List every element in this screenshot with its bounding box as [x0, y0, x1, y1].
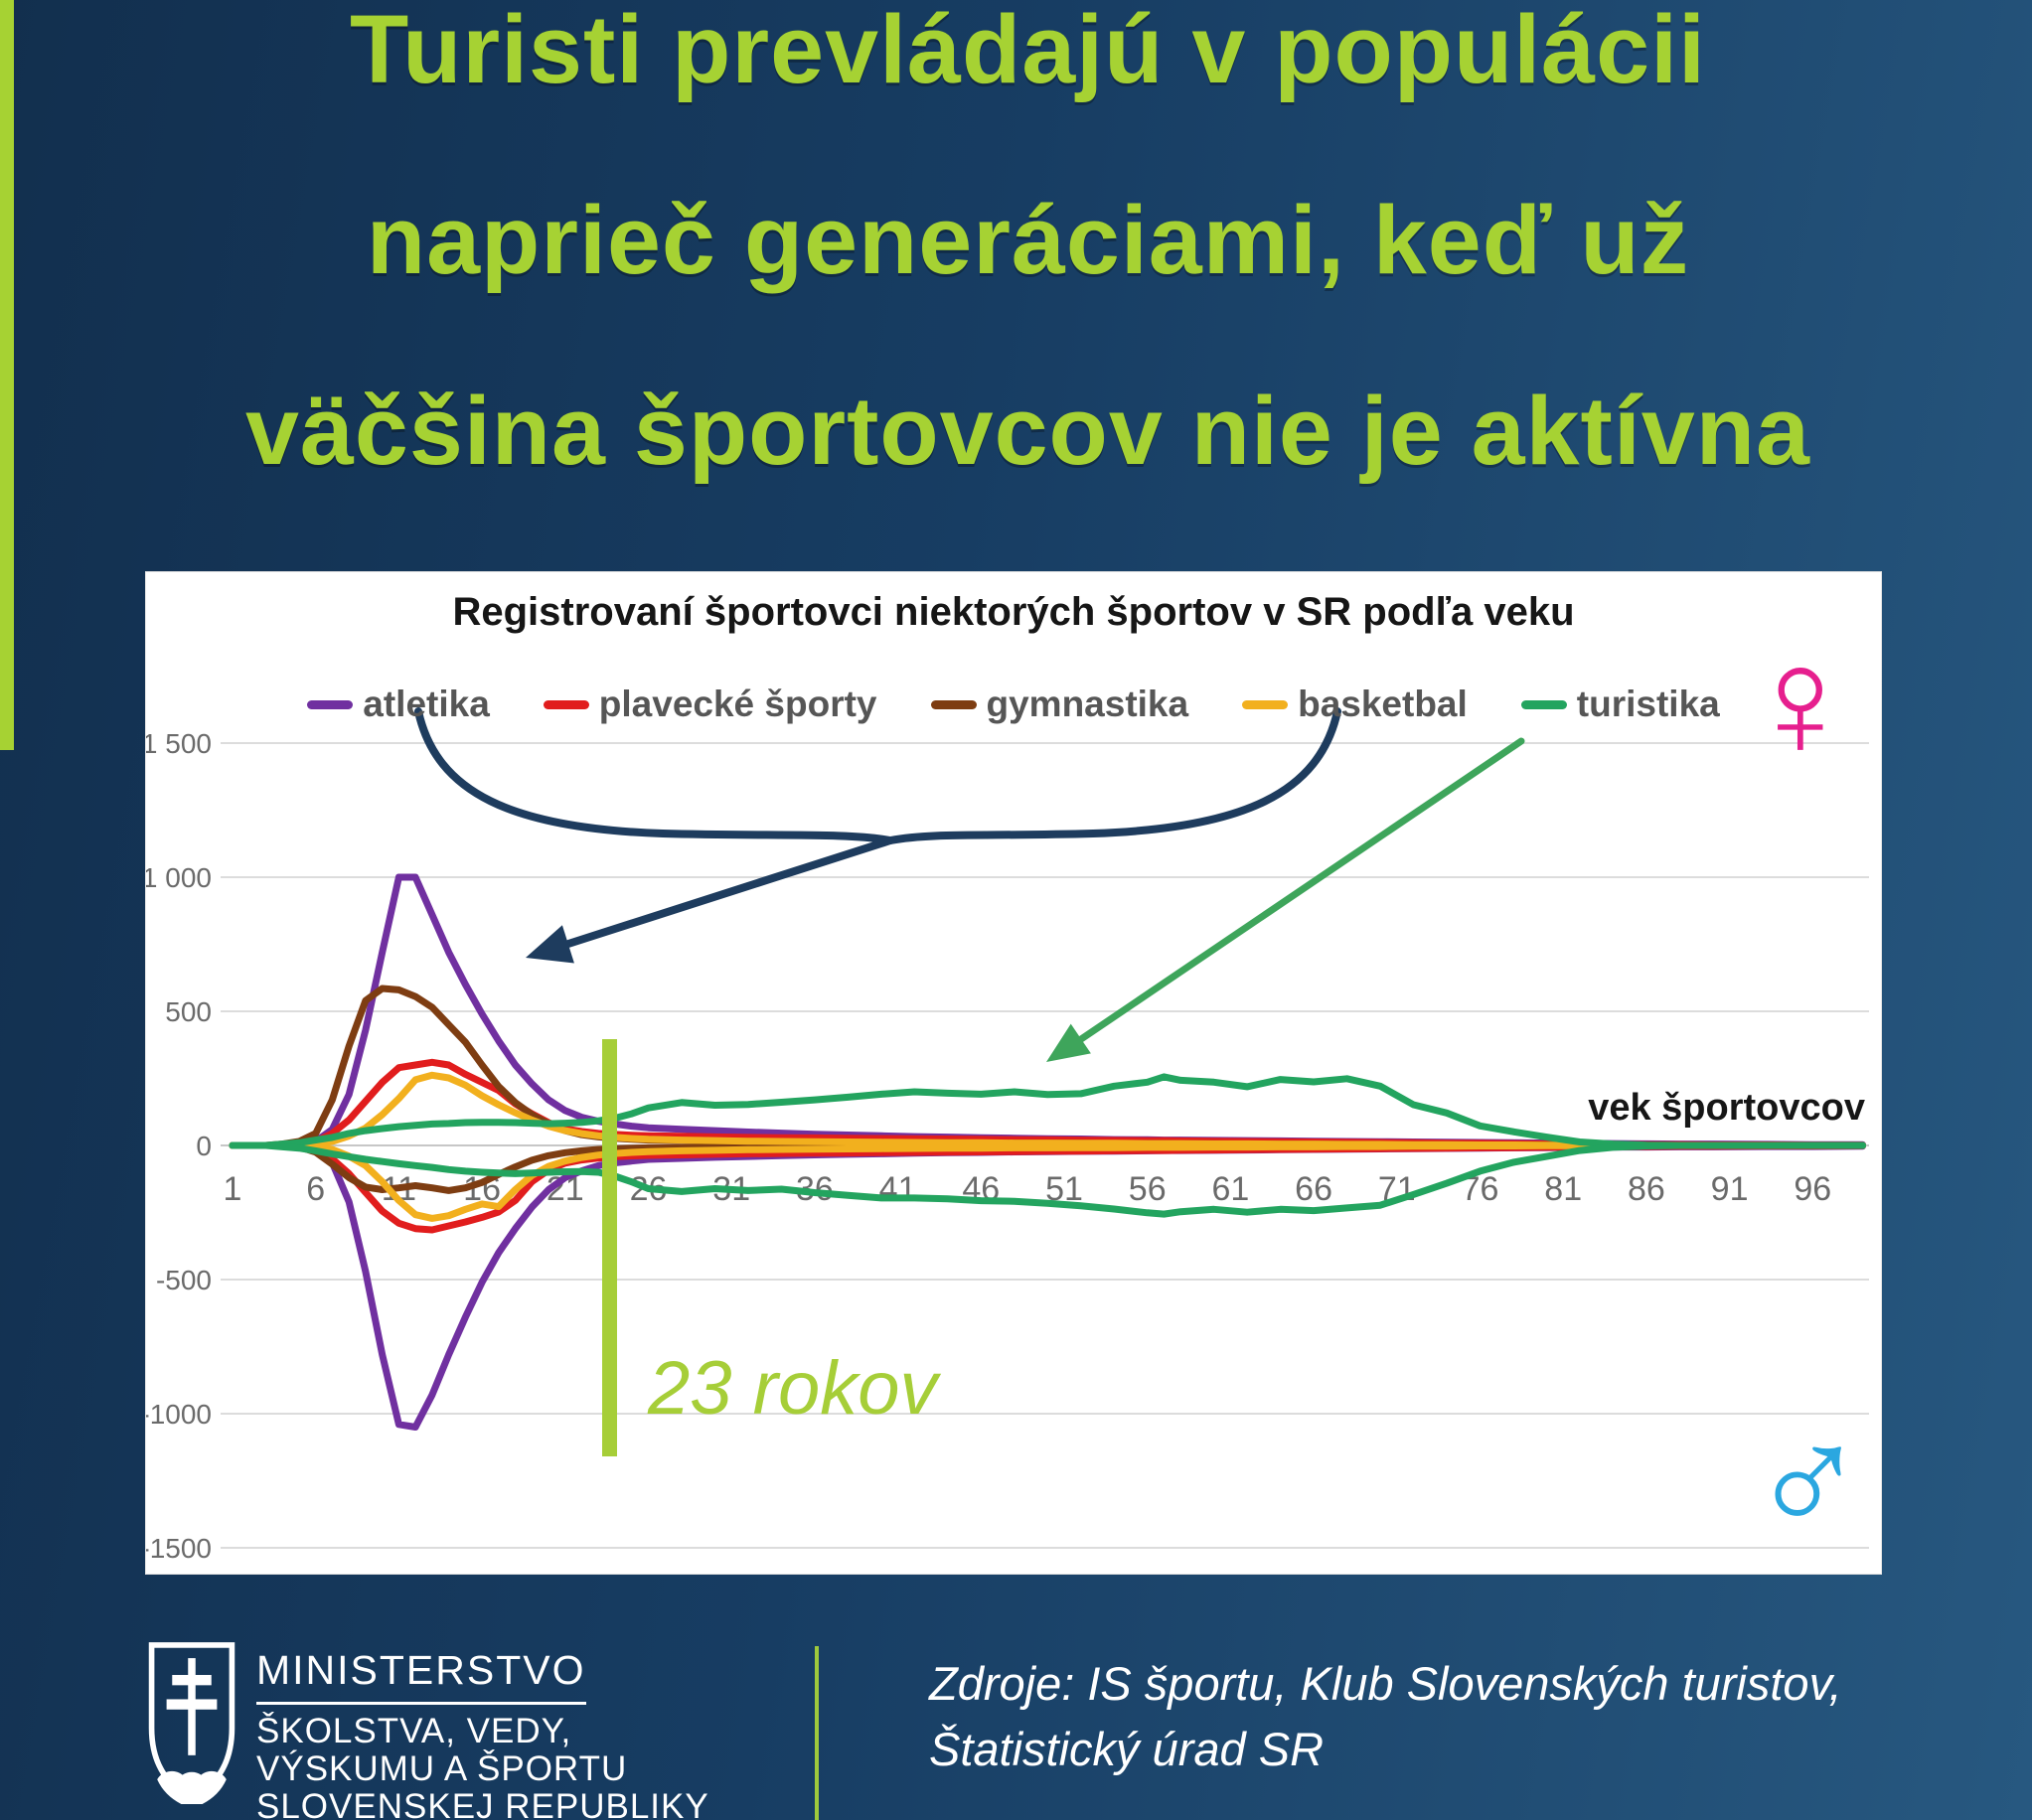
- y-tick-label: 0: [196, 1131, 212, 1161]
- left-accent-stripe: [0, 0, 14, 750]
- ministry-text: MINISTERSTVO ŠKOLSTVA, VEDY, VÝSKUMU A Š…: [256, 1647, 709, 1820]
- turistika-arrow: [1077, 737, 1525, 1043]
- x-tick-label-91: 91: [1711, 1170, 1749, 1208]
- legend-swatch-icon: [543, 699, 589, 709]
- y-tick-label: 500: [165, 996, 212, 1027]
- series-turistika-male: [229, 1141, 1866, 1218]
- chart-title: Registrovaní športovci niektorých športo…: [452, 590, 1575, 634]
- legend-label: gymnastika: [986, 683, 1189, 724]
- footer-divider: [815, 1646, 819, 1820]
- legend-item-basketbal: basketbal: [1242, 683, 1468, 725]
- y-tick-label: 1 500: [146, 728, 212, 759]
- youth-sports-brace-arrow: [414, 707, 1341, 948]
- legend-label: turistika: [1576, 683, 1720, 724]
- y-tick-label: -500: [156, 1265, 212, 1295]
- series-basketbal-male: [229, 1141, 1866, 1222]
- age-marker-line: [602, 1039, 617, 1456]
- x-tick-label-86: 86: [1628, 1170, 1665, 1208]
- ministry-line-1: ŠKOLSTVA, VEDY,: [256, 1712, 572, 1750]
- male-icon: ♂: [1749, 1388, 1868, 1563]
- sources-line-1: Zdroje: IS športu, Klub Slovenských turi…: [929, 1657, 1842, 1710]
- youth-sports-arrowhead: [526, 925, 574, 964]
- legend-swatch-icon: [307, 699, 354, 709]
- x-tick-label-6: 6: [306, 1170, 325, 1208]
- chart-legend: atletika plavecké športy gymnastika basketb…: [146, 683, 1881, 725]
- title-line-3: väčšina športovcov nie je aktívna: [245, 377, 1810, 485]
- sources-text: Zdroje: IS športu, Klub Slovenských turi…: [929, 1651, 1842, 1782]
- legend-item-turistika: turistika: [1520, 683, 1720, 725]
- legend-swatch-icon: [930, 699, 977, 709]
- y-tick-label: -1000: [146, 1399, 212, 1430]
- legend-item-plavecké-športy: plavecké športy: [543, 683, 877, 725]
- legend-swatch-icon: [1520, 699, 1567, 709]
- page-title: Turisti prevládajú v populácii naprieč g…: [24, 0, 2032, 527]
- legend-swatch-icon: [1242, 699, 1289, 709]
- female-icon: ♀: [1741, 615, 1860, 790]
- legend-item-atletika: atletika: [307, 683, 490, 725]
- sources-line-2: Štatistický úrad SR: [929, 1723, 1325, 1775]
- y-tick-label: -1500: [146, 1533, 212, 1564]
- ministry-line-2: VÝSKUMU A ŠPORTU: [256, 1749, 628, 1788]
- series-turistika-female: [229, 1073, 1866, 1149]
- turistika-arrowhead: [1046, 1023, 1091, 1062]
- age-marker-label: 23 rokov: [648, 1346, 938, 1431]
- x-tick-label-81: 81: [1544, 1170, 1582, 1208]
- ministry-name: MINISTERSTVO: [256, 1647, 586, 1705]
- x-tick-label-61: 61: [1211, 1170, 1249, 1208]
- ministry-line-3: SLOVENSKEJ REPUBLIKY: [256, 1787, 709, 1820]
- legend-label: plavecké športy: [598, 683, 877, 724]
- x-tick-label-56: 56: [1129, 1170, 1167, 1208]
- x-tick-label-96: 96: [1794, 1170, 1831, 1208]
- chart-panel: 1 500 1 000 500 0 -500 -1000 -1500 1 6 11 16 21 26 31…: [145, 571, 1882, 1575]
- y-tick-label: 1 000: [146, 862, 212, 893]
- ministry-logo-shield-icon: [148, 1642, 235, 1804]
- x-axis-label: vek športovcov: [1588, 1087, 1865, 1129]
- legend-label: atletika: [363, 683, 490, 724]
- x-tick-label-1: 1: [224, 1170, 242, 1208]
- x-tick-label-41: 41: [879, 1170, 917, 1208]
- x-tick-label-66: 66: [1295, 1170, 1332, 1208]
- legend-item-gymnastika: gymnastika: [930, 683, 1189, 725]
- double-cross-icon: [166, 1658, 218, 1755]
- three-hills-icon: [157, 1770, 227, 1804]
- title-line-1: Turisti prevládajú v populácii: [350, 0, 1706, 103]
- legend-label: basketbal: [1298, 683, 1468, 724]
- title-line-2: naprieč generáciami, keď už: [366, 186, 1690, 294]
